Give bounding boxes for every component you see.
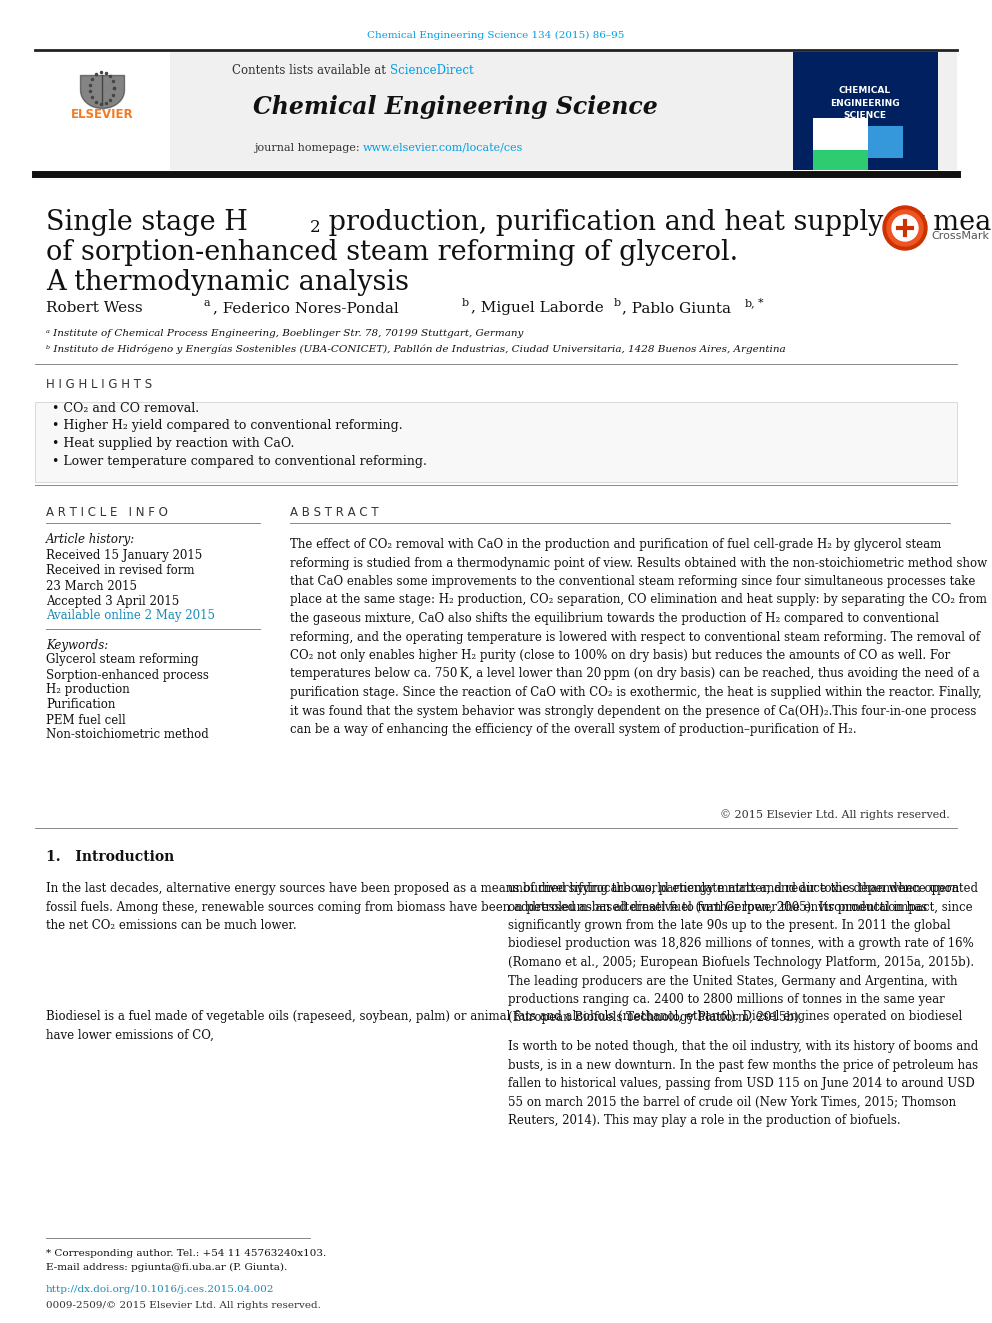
Circle shape (892, 216, 918, 241)
Text: ᵃ Institute of Chemical Process Engineering, Boeblinger Str. 78, 70199 Stuttgart: ᵃ Institute of Chemical Process Engineer… (46, 329, 524, 339)
Bar (868, 126, 903, 157)
Text: b,: b, (745, 298, 756, 308)
Text: ScienceDirect: ScienceDirect (390, 64, 473, 77)
Text: Chemical Engineering Science 134 (2015) 86–95: Chemical Engineering Science 134 (2015) … (367, 30, 625, 40)
Text: Is worth to be noted though, that the oil industry, with its history of booms an: Is worth to be noted though, that the oi… (508, 1040, 978, 1127)
Text: Accepted 3 April 2015: Accepted 3 April 2015 (46, 594, 180, 607)
Text: • Lower temperature compared to conventional reforming.: • Lower temperature compared to conventi… (52, 455, 427, 468)
Text: © 2015 Elsevier Ltd. All rights reserved.: © 2015 Elsevier Ltd. All rights reserved… (720, 810, 950, 820)
Text: ELSEVIER: ELSEVIER (70, 108, 133, 122)
Text: journal homepage:: journal homepage: (254, 143, 363, 153)
Circle shape (883, 206, 927, 250)
Bar (35, 52, 170, 169)
Text: Purification: Purification (46, 699, 115, 712)
Text: Article history:: Article history: (46, 533, 135, 546)
Text: Biodiesel is a fuel made of vegetable oils (rapeseed, soybean, palm) or animal f: Biodiesel is a fuel made of vegetable oi… (46, 1009, 962, 1041)
Text: CHEMICAL
ENGINEERING
SCIENCE: CHEMICAL ENGINEERING SCIENCE (830, 86, 900, 120)
Text: 23 March 2015: 23 March 2015 (46, 579, 137, 593)
Text: Keywords:: Keywords: (46, 639, 108, 651)
Text: Available online 2 May 2015: Available online 2 May 2015 (46, 610, 215, 623)
Text: Sorption-enhanced process: Sorption-enhanced process (46, 668, 209, 681)
Text: • Higher H₂ yield compared to conventional reforming.: • Higher H₂ yield compared to convention… (52, 419, 403, 433)
Text: A thermodynamic analysis: A thermodynamic analysis (46, 269, 409, 295)
Text: , Miguel Laborde: , Miguel Laborde (471, 302, 604, 315)
Text: E-mail address: pgiunta@fi.uba.ar (P. Giunta).: E-mail address: pgiunta@fi.uba.ar (P. Gi… (46, 1262, 288, 1271)
Text: a: a (204, 298, 210, 308)
Text: In the last decades, alternative energy sources have been proposed as a means of: In the last decades, alternative energy … (46, 882, 972, 931)
Text: b: b (462, 298, 469, 308)
Text: • CO₂ and CO removal.: • CO₂ and CO removal. (52, 401, 199, 414)
Text: *: * (758, 298, 764, 308)
Bar (35, 52, 957, 169)
Text: The effect of CO₂ removal with CaO in the production and purification of fuel ce: The effect of CO₂ removal with CaO in th… (290, 538, 987, 736)
Text: Contents lists available at: Contents lists available at (232, 64, 390, 77)
Bar (35, 402, 957, 482)
Text: Chemical Engineering Science: Chemical Engineering Science (253, 95, 658, 119)
Text: Received 15 January 2015: Received 15 January 2015 (46, 549, 202, 562)
Text: PEM fuel cell: PEM fuel cell (46, 713, 126, 726)
Circle shape (887, 210, 923, 246)
Text: CrossMark: CrossMark (931, 232, 989, 241)
Text: • Heat supplied by reaction with CaO.: • Heat supplied by reaction with CaO. (52, 438, 295, 451)
Text: b: b (614, 298, 621, 308)
Text: , Pablo Giunta: , Pablo Giunta (622, 302, 731, 315)
Text: www.elsevier.com/locate/ces: www.elsevier.com/locate/ces (363, 143, 524, 153)
Bar (813, 149, 868, 169)
Text: production, purification and heat supply by means: production, purification and heat supply… (320, 209, 992, 235)
Text: ᵇ Instituto de Hidrógeno y Energías Sostenibles (UBA-CONICET), Pabllón de Indust: ᵇ Instituto de Hidrógeno y Energías Sost… (46, 344, 786, 353)
Text: Glycerol steam reforming: Glycerol steam reforming (46, 654, 198, 667)
Text: http://dx.doi.org/10.1016/j.ces.2015.04.002: http://dx.doi.org/10.1016/j.ces.2015.04.… (46, 1286, 275, 1294)
Bar (793, 52, 938, 169)
Text: 2: 2 (310, 220, 320, 237)
Text: of sorption-enhanced steam reforming of glycerol.: of sorption-enhanced steam reforming of … (46, 238, 738, 266)
Text: Non-stoichiometric method: Non-stoichiometric method (46, 729, 208, 741)
Text: unburned hydrocarbons, particulate matter, and air toxics than when operated on : unburned hydrocarbons, particulate matte… (508, 882, 978, 1024)
Text: Received in revised form: Received in revised form (46, 565, 194, 578)
Text: Robert Wess: Robert Wess (46, 302, 143, 315)
Text: A R T I C L E   I N F O: A R T I C L E I N F O (46, 505, 168, 519)
Text: 0009-2509/© 2015 Elsevier Ltd. All rights reserved.: 0009-2509/© 2015 Elsevier Ltd. All right… (46, 1301, 320, 1310)
Text: H₂ production: H₂ production (46, 684, 130, 696)
Text: A B S T R A C T: A B S T R A C T (290, 505, 379, 519)
Bar (813, 118, 868, 157)
Text: 1.   Introduction: 1. Introduction (46, 849, 175, 864)
Text: , Federico Nores-Pondal: , Federico Nores-Pondal (213, 302, 399, 315)
Text: Single stage H: Single stage H (46, 209, 248, 235)
Text: H I G H L I G H T S: H I G H L I G H T S (46, 378, 152, 392)
Text: * Corresponding author. Tel.: +54 11 45763240x103.: * Corresponding author. Tel.: +54 11 457… (46, 1249, 326, 1257)
